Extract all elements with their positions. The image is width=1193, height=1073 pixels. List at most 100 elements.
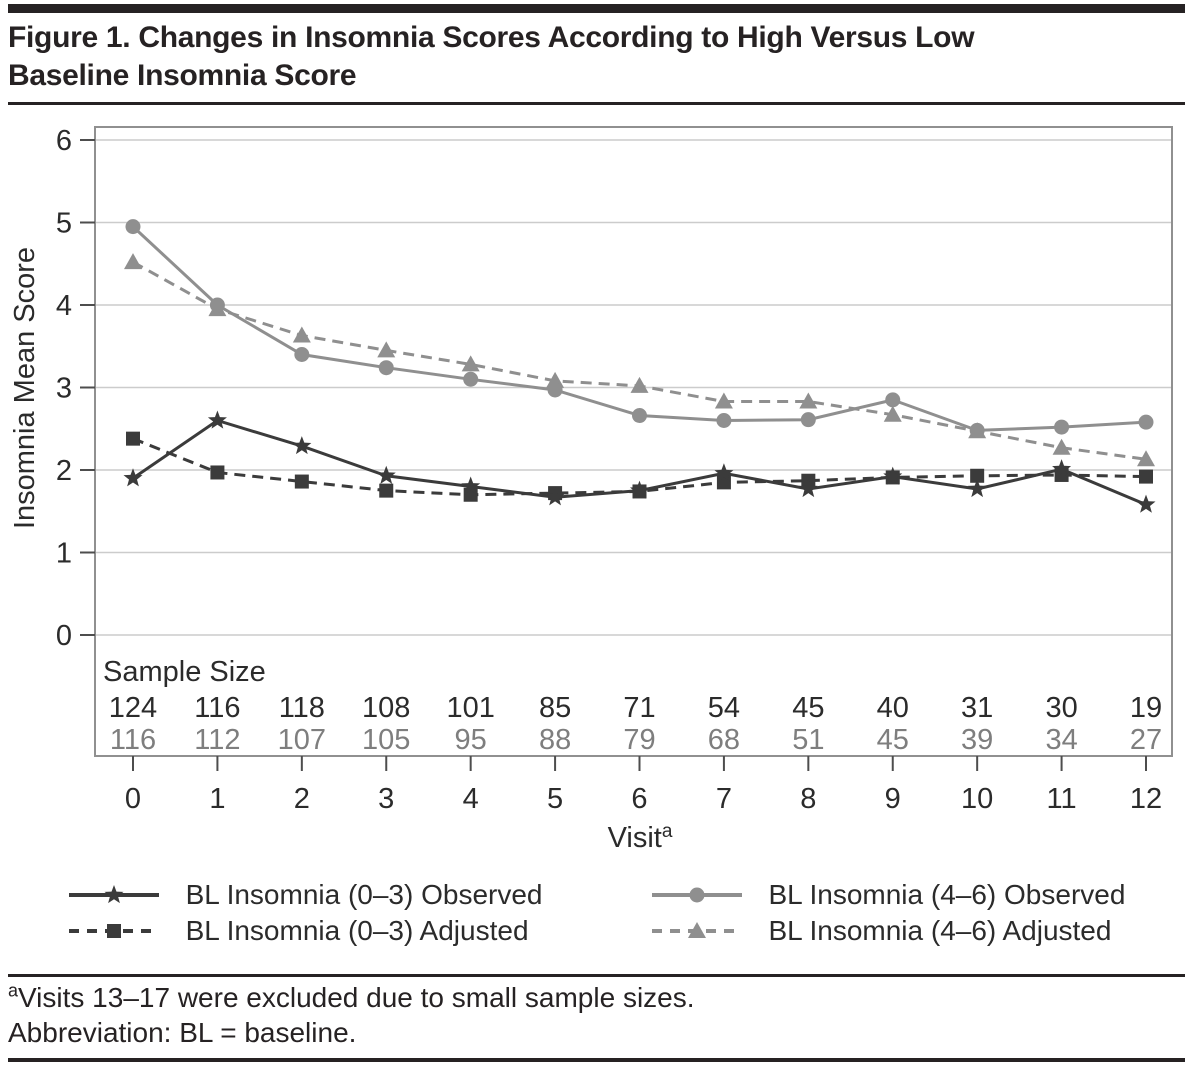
legend-item-bl-4-6-observed: BL Insomnia (4–6) Observed	[651, 878, 1126, 911]
data-point-triangle-icon	[1137, 450, 1155, 467]
x-tick-label: 8	[800, 783, 816, 815]
footnotes: aVisits 13–17 were excluded due to small…	[8, 980, 1185, 1050]
figure-bottom-rule	[8, 1058, 1185, 1062]
data-point-star-icon	[714, 463, 734, 482]
sample-size-value-row2: 107	[278, 724, 326, 756]
sample-size-value-row1: 45	[792, 692, 824, 724]
figure-title-line2: Baseline Insomnia Score	[8, 59, 357, 92]
legend-solid-line-star-icon	[68, 884, 159, 903]
legend-dashed-line-square-icon	[68, 923, 159, 938]
x-tick-label: 11	[1047, 783, 1077, 815]
footnote-superscript: a	[8, 980, 19, 1001]
figure-title-line1: Figure 1. Changes in Insomnia Scores Acc…	[8, 21, 975, 54]
x-tick-label: 4	[463, 783, 479, 815]
data-point-circle-icon	[885, 392, 901, 408]
sample-size-value-row1: 30	[1045, 692, 1077, 724]
x-tick-label: 9	[885, 783, 901, 815]
legend-dashed-line-triangle-icon	[651, 921, 742, 938]
sample-size-value-row2: 51	[792, 724, 824, 756]
y-tick-label: 2	[56, 455, 72, 487]
data-point-triangle-icon	[630, 376, 649, 393]
data-point-circle-icon	[463, 371, 479, 387]
sample-size-value-row2: 112	[194, 724, 240, 756]
sample-size-value-row2: 68	[708, 724, 740, 756]
sample-size-value-row2: 95	[455, 724, 487, 756]
x-tick-label: 1	[209, 783, 225, 815]
legend-solid-line-circle-icon	[651, 887, 742, 902]
data-point-star-icon	[376, 465, 396, 484]
chart-legend: BL Insomnia (0–3) Observed BL Insomnia (…	[0, 878, 1193, 947]
legend-column-left: BL Insomnia (0–3) Observed BL Insomnia (…	[68, 878, 543, 947]
data-point-circle-icon	[125, 219, 141, 235]
data-point-circle-icon	[547, 382, 563, 398]
data-point-triangle-icon	[461, 355, 480, 372]
y-tick-label: 6	[56, 125, 72, 157]
top-accent-bar	[8, 4, 1185, 13]
data-point-triangle-icon	[546, 371, 565, 388]
sample-size-value-row1: 124	[109, 692, 157, 724]
data-point-square-icon	[210, 465, 225, 480]
y-tick-label: 0	[56, 620, 72, 652]
x-tick-label: 0	[125, 783, 141, 815]
data-point-triangle-icon	[292, 326, 311, 343]
data-point-square-icon	[294, 474, 309, 489]
title-divider-rule	[8, 102, 1185, 105]
legend-label: BL Insomnia (4–6) Observed	[768, 878, 1126, 910]
legend-item-bl-0-3-adjusted: BL Insomnia (0–3) Adjusted	[68, 914, 543, 947]
y-tick-label: 1	[56, 538, 72, 570]
plot-border	[94, 126, 1173, 757]
data-point-square-icon	[1139, 469, 1153, 484]
y-axis-title: Insomnia Mean Score	[9, 247, 41, 529]
footnote-abbreviation: Abbreviation: BL = baseline.	[8, 1017, 357, 1048]
data-point-triangle-icon	[883, 405, 902, 422]
legend-marker-triangle-icon	[687, 921, 706, 938]
data-point-circle-icon	[1138, 414, 1154, 430]
x-tick-label: 5	[547, 783, 563, 815]
y-tick-label: 5	[56, 208, 72, 240]
data-point-star-icon	[1136, 494, 1156, 513]
data-point-circle-icon	[969, 422, 985, 438]
data-point-circle-icon	[1054, 419, 1070, 435]
data-point-triangle-icon	[714, 392, 733, 409]
data-point-star-icon	[123, 468, 143, 487]
sample-size-value-row1: 54	[708, 692, 740, 724]
legend-marker-star-icon	[104, 884, 124, 903]
sample-size-value-row1: 116	[194, 692, 240, 724]
sample-size-value-row2: 116	[110, 724, 156, 756]
data-point-triangle-icon	[1052, 438, 1071, 455]
data-point-star-icon	[629, 480, 650, 499]
data-point-square-icon	[126, 431, 140, 446]
x-tick-label: 12	[1130, 783, 1162, 815]
data-point-star-icon	[461, 476, 481, 495]
footnote-visits: aVisits 13–17 were excluded due to small…	[8, 980, 695, 1013]
sample-size-value-row1: 85	[539, 692, 571, 724]
data-point-star-icon	[207, 410, 227, 429]
sample-size-value-row1: 118	[279, 692, 325, 724]
data-point-star-icon	[883, 466, 903, 485]
data-point-circle-icon	[716, 413, 732, 428]
data-point-square-icon	[379, 483, 394, 498]
data-point-square-icon	[970, 468, 985, 483]
data-point-circle-icon	[800, 412, 816, 428]
sample-size-value-row1: 71	[623, 692, 655, 724]
footnote-top-rule	[8, 974, 1185, 977]
sample-size-value-row1: 19	[1130, 692, 1162, 724]
legend-label: BL Insomnia (4–6) Adjusted	[768, 914, 1112, 946]
x-axis-title: Visita	[608, 821, 673, 854]
sample-size-value-row1: 101	[446, 692, 494, 724]
sample-size-value-row1: 31	[961, 692, 993, 724]
sample-size-value-row2: 39	[961, 724, 993, 756]
sample-size-value-row2: 105	[362, 724, 410, 756]
data-point-star-icon	[798, 478, 818, 498]
legend-marker-circle-icon	[689, 887, 704, 902]
legend-item-bl-0-3-observed: BL Insomnia (0–3) Observed	[68, 878, 543, 911]
data-point-triangle-icon	[124, 253, 142, 270]
sample-size-value-row2: 79	[623, 724, 655, 756]
data-point-triangle-icon	[799, 392, 818, 409]
data-point-triangle-icon	[377, 341, 396, 358]
legend-column-right: BL Insomnia (4–6) Observed BL Insomnia (…	[651, 878, 1126, 947]
data-point-circle-icon	[294, 347, 310, 362]
sample-size-heading: Sample Size	[103, 656, 266, 688]
series-line-circle	[131, 225, 1147, 432]
